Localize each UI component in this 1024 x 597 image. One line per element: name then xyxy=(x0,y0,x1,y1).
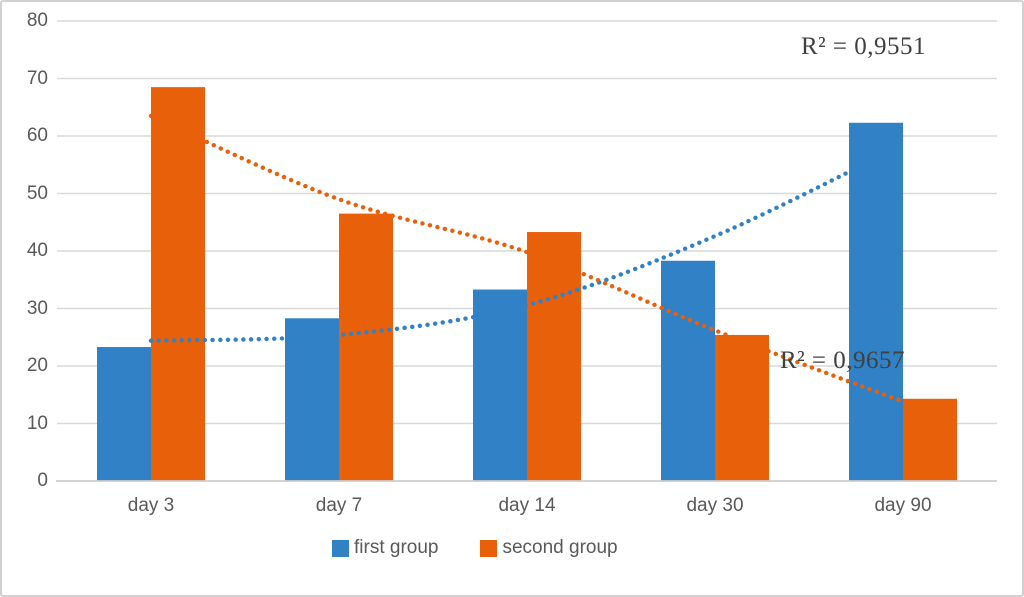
bar-second-group-day-30 xyxy=(715,334,769,481)
r-squared-label-first-group: R² = 0,9551 xyxy=(801,33,927,60)
bar-second-group-day-14 xyxy=(527,232,581,481)
trendline-first-group xyxy=(148,142,906,343)
x-tick-label-day-7: day 7 xyxy=(315,495,363,516)
y-tick-label-80: 80 xyxy=(26,10,48,31)
bar-first-group-day-14 xyxy=(473,289,527,481)
y-tick-label-30: 30 xyxy=(26,297,48,319)
r-squared-label-second-group: R² = 0,9657 xyxy=(780,347,906,374)
bar-first-group-day-90 xyxy=(849,122,903,482)
legend-swatch-first-group xyxy=(332,539,349,557)
legend-item-second-group: second group xyxy=(480,537,618,559)
y-tick-label-70: 70 xyxy=(26,67,48,89)
bar-second-group-day-7 xyxy=(339,213,393,481)
y-tick-label-40: 40 xyxy=(26,240,48,261)
x-tick-label-day-90: day 90 xyxy=(874,495,932,516)
x-tick-label-day-3: day 3 xyxy=(127,495,175,516)
y-tick-label-0: 0 xyxy=(37,470,48,491)
y-tick-label-50: 50 xyxy=(26,182,48,204)
legend: first group second group xyxy=(332,537,618,559)
bar-first-group-day-7 xyxy=(285,318,339,481)
legend-label-first-group: first group xyxy=(354,537,439,558)
y-tick-label-60: 60 xyxy=(26,125,48,146)
x-tick-label-day-14: day 14 xyxy=(498,495,556,516)
y-tick-label-20: 20 xyxy=(26,355,48,376)
legend-swatch-second-group xyxy=(480,539,498,557)
bar-second-group-day-3 xyxy=(151,87,205,481)
y-tick-label-10: 10 xyxy=(26,412,48,434)
legend-label-second-group: second group xyxy=(502,537,618,558)
bar-first-group-day-30 xyxy=(661,260,715,481)
bar-first-group-day-3 xyxy=(97,347,151,481)
x-tick-label-day-30: day 30 xyxy=(686,495,744,516)
legend-item-first-group: first group xyxy=(332,537,438,559)
bar-second-group-day-90 xyxy=(903,398,957,481)
trendline-second-group xyxy=(148,113,906,404)
